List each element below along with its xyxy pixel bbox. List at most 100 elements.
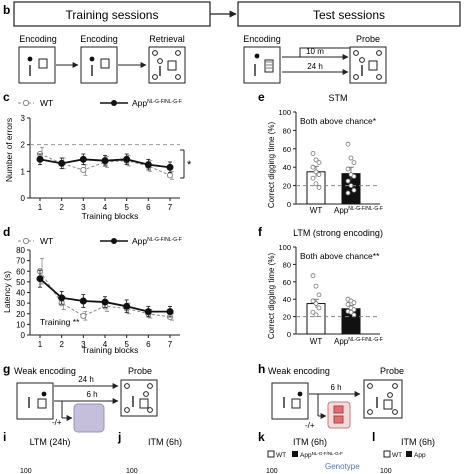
individual-data-point: [316, 160, 322, 166]
legend-app-label: App: [414, 452, 426, 459]
legend-app-name: App: [132, 236, 147, 246]
individual-data-point: [310, 273, 316, 279]
x-tick-label: 4: [103, 340, 108, 349]
genotype-label: Genotype: [325, 462, 360, 471]
delay-long-label: 24 h: [307, 62, 323, 71]
cue-object-icon: [38, 58, 48, 69]
chance-annotation-f: Both above chance**: [300, 251, 380, 261]
chart-title-k: ITM (6h): [293, 437, 327, 447]
data-point-app: [144, 308, 152, 316]
food-well-filled: [27, 56, 33, 62]
panel-label-j: j: [117, 430, 121, 444]
food-well-empty: [152, 50, 158, 56]
y-tick-top-j: 100: [126, 468, 138, 474]
chart-title-l: ITM (6h): [401, 437, 435, 447]
legend-app-label: AppNL-G-F/NL-G-F: [300, 451, 343, 459]
legend-app-marker: [111, 100, 117, 106]
panel-label-c: c: [3, 90, 10, 104]
individual-data-point: [351, 160, 357, 166]
data-point-app: [79, 297, 87, 305]
y-tick-label: 80: [283, 260, 291, 269]
delay-6h-label: 6 h: [86, 390, 97, 399]
food-well-filled: [89, 56, 95, 62]
data-point-wt: [80, 166, 87, 174]
legend-app-label: AppNL-G-F/NL-G-F: [132, 236, 182, 246]
data-point-app: [101, 298, 109, 306]
food-well-empty: [367, 383, 373, 389]
panel-b: b Training sessions Test sessions Encodi…: [3, 1, 461, 84]
individual-data-point: [316, 292, 322, 298]
x-tick-label: 6: [146, 203, 151, 212]
individual-data-point: [348, 309, 354, 315]
individual-data-point: [310, 298, 316, 304]
significance-star: *: [187, 159, 192, 171]
y-tick-label: 20: [16, 310, 25, 319]
legend-wt-label: WT: [40, 98, 53, 108]
food-well-empty: [353, 50, 359, 56]
data-point-wt: [80, 312, 87, 319]
legend-wt-label: WT: [40, 236, 53, 246]
y-axis-title: Correct digging time (%): [267, 253, 276, 340]
legend-app-swatch: [406, 451, 412, 457]
food-well-filled: [297, 391, 303, 397]
panel-i: i LTM (24h) 100: [3, 430, 70, 474]
food-well-empty: [175, 74, 181, 80]
bar-chart-ltm: 0 20 40 60 80 100: [278, 243, 380, 339]
data-point-app: [123, 155, 131, 163]
test-encoding-label: Encoding: [243, 34, 281, 44]
probe-label: Probe: [380, 366, 404, 376]
arena-weak-encoding: [271, 382, 309, 420]
individual-data-point: [351, 187, 357, 193]
legend-wt-marker: [22, 99, 30, 107]
legend-app-superscript: NL-G-F/NL-G-F: [147, 237, 182, 243]
arena-weak-encoding: [16, 382, 54, 420]
panel-label-k: k: [258, 430, 265, 444]
data-point-app: [58, 294, 66, 302]
individual-data-point: [313, 169, 319, 175]
x-tick-label: 5: [124, 340, 129, 349]
individual-data-point: [313, 301, 319, 306]
legend-wt-swatch: [267, 450, 275, 458]
legend-wt-label: WT: [276, 452, 286, 459]
y-tick-label: 40: [283, 295, 291, 304]
x-tick-label: 1: [38, 203, 43, 212]
food-well-empty: [359, 57, 365, 63]
y-tick-label: 100: [278, 108, 291, 117]
panel-label-h: h: [258, 362, 265, 376]
x-tick-label: 7: [168, 340, 173, 349]
panel-label-e: e: [258, 90, 265, 104]
food-well-filled: [254, 53, 260, 59]
drug-treatment-box: [73, 403, 105, 433]
food-well-empty: [175, 50, 181, 56]
y-tick-label: 0: [287, 200, 291, 209]
legend-wt-marker: [22, 237, 30, 245]
panel-label-d: d: [3, 225, 10, 239]
individual-data-point: [313, 283, 319, 289]
individual-data-point: [313, 181, 319, 187]
data-point-app: [123, 302, 131, 310]
individual-data-point: [310, 150, 316, 156]
panel-label-f: f: [258, 225, 263, 239]
x-category-app: AppNL-G-F/NL-G-F: [334, 337, 383, 346]
drug-label: -/+: [52, 418, 62, 427]
food-well-empty: [376, 74, 382, 80]
training-sessions-box: [13, 1, 211, 27]
panel-f: f LTM (strong encoding) Both above chanc…: [258, 225, 383, 346]
panel-g: g Weak encoding 24 h 6 h -/+ Probe: [3, 362, 158, 433]
training-sessions-header: Training sessions: [66, 8, 159, 22]
food-well-empty: [147, 383, 153, 389]
weak-encoding-label: Weak encoding: [268, 366, 330, 376]
y-tick-label: 20: [283, 182, 291, 191]
y-tick-label: 60: [283, 278, 291, 287]
training-step-3-label: Retrieval: [149, 34, 185, 44]
data-point-wt: [166, 172, 174, 179]
delay-short-label: 10 m: [306, 47, 324, 56]
data-point-app: [36, 155, 44, 163]
cue-object-icon: [37, 398, 47, 409]
individual-data-point: [310, 175, 316, 181]
individual-data-point: [345, 190, 351, 196]
individual-data-point: [348, 155, 354, 161]
data-point-app: [79, 155, 87, 163]
individual-data-point: [310, 164, 316, 170]
